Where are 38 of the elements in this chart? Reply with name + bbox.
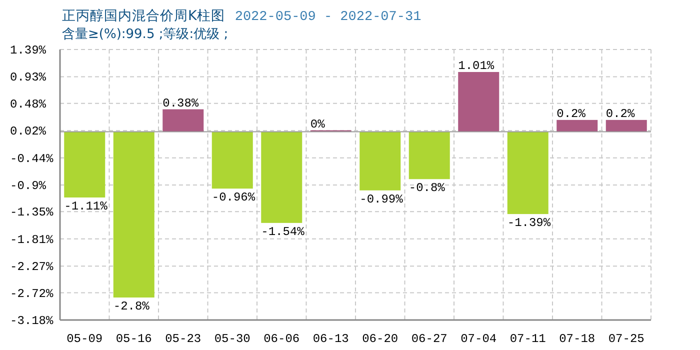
x-tick-label: 05-16 [116,332,152,346]
data-label: 0.2% [606,106,635,121]
y-tick-label: -3.18% [10,314,54,328]
y-tick-label: -0.44% [10,152,54,166]
y-tick-label: 1.39% [10,44,46,58]
data-label: 0% [310,117,325,132]
x-tick-label: 07-18 [559,332,596,346]
x-tick-label: 06-20 [362,332,398,346]
x-tick-label: 05-30 [214,332,250,346]
x-tick-label: 06-13 [312,332,349,346]
x-tick-label: 05-09 [66,332,103,346]
data-label: -0.8% [408,181,445,196]
data-label: -1.54% [261,224,304,239]
data-label: 0.2% [556,106,586,121]
x-tick-label: 06-27 [411,332,448,346]
y-tick-label: -2.27% [10,260,54,274]
subtitle: 2022-05-09 - 2022-07-31 [234,10,422,25]
x-tick-label: 07-04 [460,332,497,346]
x-tick-label: 06-06 [264,332,300,346]
title: 正丙醇国内混合价周K柱图 [62,8,225,24]
x-tick-label: 07-25 [608,332,644,346]
y-tick-label: -2.72% [10,286,54,301]
y-tick-label: 0.02% [10,124,46,139]
x-tick-label: 05-23 [165,332,202,346]
y-tick-label: -0.9% [10,179,46,194]
y-tick-label: -1.81% [10,232,54,247]
data-label: -0.96% [212,190,256,205]
y-tick-label: 0.93% [10,70,46,85]
x-tick-label: 07-11 [510,332,546,346]
data-label: -2.8% [113,300,150,314]
data-label: -1.11% [64,199,108,214]
data-label: -1.39% [507,216,551,230]
y-tick-label: -1.35% [10,206,54,220]
data-label: 0.38% [162,96,199,110]
annotation: 含量≥(%):99.5 ;等级:优级 ; [62,27,228,42]
data-label: 1.01% [458,59,494,73]
y-tick-label: 0.48% [10,97,46,112]
data-label: -0.99% [360,192,403,206]
